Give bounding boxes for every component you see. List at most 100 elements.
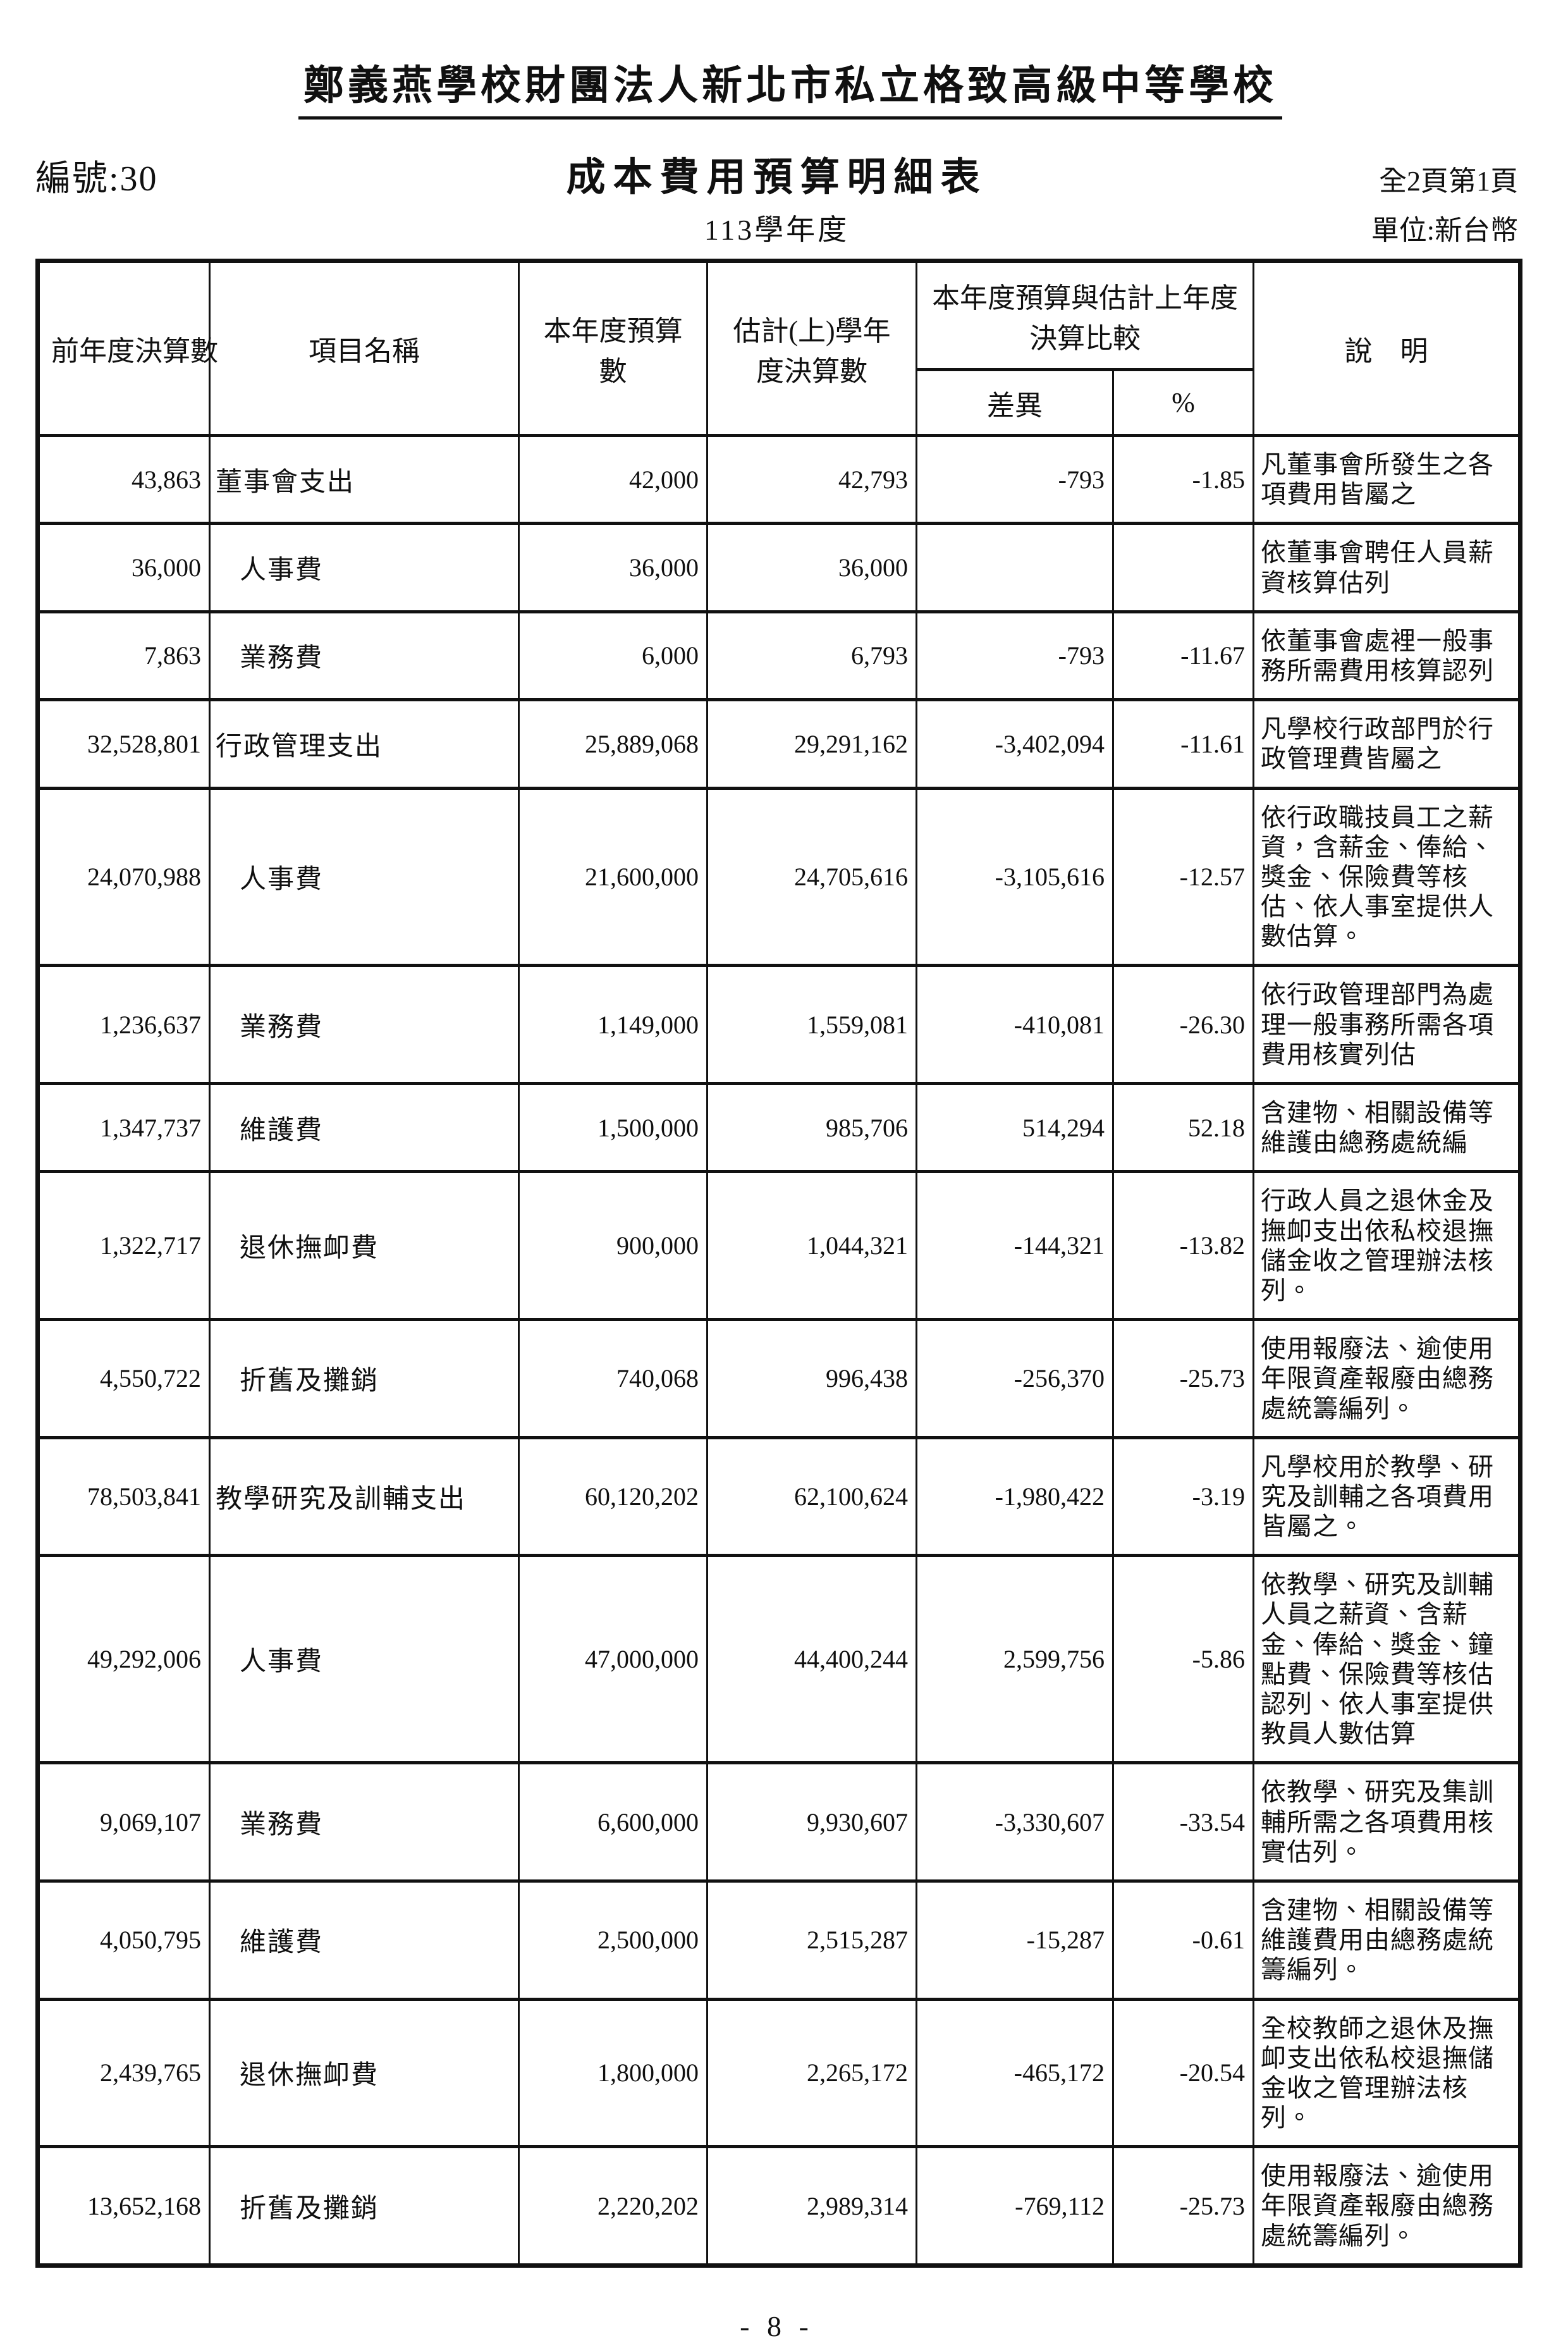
table-body: 43,863 董事會支出 42,000 42,793 -793 -1.85 凡董…	[37, 433, 1521, 2267]
difference-value: -793	[916, 433, 1114, 526]
difference-value: -256,370	[916, 1318, 1114, 1439]
percent-value: -1.85	[1112, 433, 1254, 526]
percent-value: -20.54	[1112, 1997, 1254, 2149]
header-line-2: 編號:30 成本費用預算明細表 全2頁第1頁	[35, 145, 1518, 202]
col-header-current-budget: 本年度預算數	[518, 259, 708, 437]
percent-value	[1112, 522, 1254, 613]
note-text: 凡董事會所發生之各項費用皆屬之	[1253, 433, 1521, 526]
difference-value: -1,980,422	[916, 1436, 1114, 1558]
header-row-sub: 差異 %	[38, 368, 1521, 437]
estimate-value: 24,705,616	[706, 786, 917, 968]
table-header: 前年度決算數 項目名稱 本年度預算數 估計(上)學年度決算數 本年度預算與估計上…	[37, 259, 1521, 437]
note-text: 依行政管理部門為處理一般事務所需各項費用核實列估	[1253, 964, 1521, 1085]
prev-year-value: 9,069,107	[37, 1761, 211, 1883]
note-text: 依教學、研究及訓輔人員之薪資、含薪金、俸給、獎金、鐘點費、保險費等核估認列、依人…	[1253, 1554, 1521, 1765]
percent-value: -26.30	[1112, 964, 1254, 1085]
current-budget-value: 42,000	[518, 433, 708, 526]
col-header-estimate: 估計(上)學年度決算數	[706, 259, 917, 437]
note-text: 全校教師之退休及撫卹支出依私校退撫儲金收之管理辦法核列。	[1253, 1997, 1521, 2149]
difference-value: -465,172	[916, 1997, 1114, 2149]
item-name: 董事會支出	[209, 433, 520, 526]
prev-year-value: 2,439,765	[37, 1997, 211, 2149]
estimate-value: 36,000	[706, 522, 917, 613]
school-name: 鄭義燕學校財團法人新北市私立格致高級中等學校	[298, 53, 1282, 120]
estimate-value: 2,265,172	[706, 1997, 917, 2149]
note-text: 使用報廢法、逾使用年限資產報廢由總務處統籌編列。	[1253, 2145, 1521, 2267]
prev-year-value: 1,322,717	[37, 1170, 211, 1322]
table-row: 24,070,988 人事費 21,600,000 24,705,616 -3,…	[37, 786, 1521, 968]
item-name: 維護費	[209, 1879, 520, 2001]
col-header-note: 說 明	[1253, 259, 1521, 437]
item-name: 退休撫卹費	[209, 1997, 520, 2149]
prev-year-value: 1,236,637	[37, 964, 211, 1085]
percent-value: -0.61	[1112, 1879, 1254, 2001]
note-text: 凡學校用於教學、研究及訓輔之各項費用皆屬之。	[1253, 1436, 1521, 1558]
current-budget-value: 900,000	[518, 1170, 708, 1322]
item-name: 人事費	[209, 786, 520, 968]
estimate-value: 1,559,081	[706, 964, 917, 1085]
header-row-main: 前年度決算數 項目名稱 本年度預算數 估計(上)學年度決算數 本年度預算與估計上…	[37, 259, 1521, 437]
budget-table: 前年度決算數 項目名稱 本年度預算數 估計(上)學年度決算數 本年度預算與估計上…	[35, 259, 1522, 2268]
note-text: 凡學校行政部門於行政管理費皆屬之	[1253, 698, 1521, 790]
prev-year-value: 32,528,801	[37, 698, 211, 790]
table-row: 1,322,717 退休撫卹費 900,000 1,044,321 -144,3…	[37, 1170, 1521, 1322]
difference-value: -144,321	[916, 1170, 1114, 1322]
current-budget-value: 36,000	[518, 522, 708, 613]
current-budget-value: 2,220,202	[518, 2145, 708, 2267]
prev-year-value: 78,503,841	[37, 1436, 211, 1558]
item-name: 教學研究及訓輔支出	[209, 1436, 520, 1558]
col-header-percent: %	[1112, 368, 1254, 437]
prev-year-value: 36,000	[37, 522, 211, 613]
note-text: 含建物、相關設備等維護由總務處統編	[1253, 1081, 1521, 1174]
percent-value: -11.61	[1112, 698, 1254, 790]
current-budget-value: 2,500,000	[518, 1879, 708, 2001]
page-number: - 8 -	[740, 2309, 814, 2342]
item-name: 折舊及攤銷	[209, 2145, 520, 2267]
estimate-value: 29,291,162	[706, 698, 917, 790]
difference-value	[916, 522, 1114, 613]
note-text: 行政人員之退休金及撫卹支出依私校退撫儲金收之管理辦法核列。	[1253, 1170, 1521, 1322]
item-name: 業務費	[209, 610, 520, 702]
note-text: 依董事會聘任人員薪資核算估列	[1253, 522, 1521, 613]
prev-year-value: 1,347,737	[37, 1081, 211, 1174]
item-name: 行政管理支出	[209, 698, 520, 790]
prev-year-value: 49,292,006	[37, 1554, 211, 1765]
col-header-comparison: 本年度預算與估計上年度決算比較	[916, 259, 1254, 371]
estimate-value: 2,989,314	[706, 2145, 917, 2267]
table-row: 13,652,168 折舊及攤銷 2,220,202 2,989,314 -76…	[37, 2145, 1521, 2267]
estimate-value: 985,706	[706, 1081, 917, 1174]
current-budget-value: 47,000,000	[518, 1554, 708, 1765]
percent-value: -3.19	[1112, 1436, 1254, 1558]
prev-year-value: 4,050,795	[37, 1879, 211, 2001]
table-row: 2,439,765 退休撫卹費 1,800,000 2,265,172 -465…	[37, 1997, 1521, 2149]
difference-value: -15,287	[916, 1879, 1114, 2001]
note-text: 依教學、研究及集訓輔所需之各項費用核實估列。	[1253, 1761, 1521, 1883]
prev-year-value: 24,070,988	[37, 786, 211, 968]
difference-value: -793	[916, 610, 1114, 702]
header-line-3: 113學年度 單位:新台幣	[35, 207, 1518, 249]
current-budget-value: 1,800,000	[518, 1997, 708, 2149]
table-row: 36,000 人事費 36,000 36,000 依董事會聘任人員薪資核算估列	[37, 522, 1521, 613]
difference-value: -3,105,616	[916, 786, 1114, 968]
difference-value: -769,112	[916, 2145, 1114, 2267]
current-budget-value: 6,000	[518, 610, 708, 702]
estimate-value: 62,100,624	[706, 1436, 917, 1558]
current-budget-value: 6,600,000	[518, 1761, 708, 1883]
table-row: 1,236,637 業務費 1,149,000 1,559,081 -410,0…	[37, 964, 1521, 1085]
note-text: 使用報廢法、逾使用年限資產報廢由總務處統籌編列。	[1253, 1318, 1521, 1439]
prev-year-value: 43,863	[37, 433, 211, 526]
estimate-value: 6,793	[706, 610, 917, 702]
table-row: 9,069,107 業務費 6,600,000 9,930,607 -3,330…	[37, 1761, 1521, 1883]
percent-value: -25.73	[1112, 2145, 1254, 2267]
current-budget-value: 1,500,000	[518, 1081, 708, 1174]
difference-value: -3,330,607	[916, 1761, 1114, 1883]
item-name: 退休撫卹費	[209, 1170, 520, 1322]
estimate-value: 1,044,321	[706, 1170, 917, 1322]
percent-value: -11.67	[1112, 610, 1254, 702]
estimate-value: 9,930,607	[706, 1761, 917, 1883]
current-budget-value: 25,889,068	[518, 698, 708, 790]
current-budget-value: 60,120,202	[518, 1436, 708, 1558]
table-row: 1,347,737 維護費 1,500,000 985,706 514,294 …	[37, 1081, 1521, 1174]
note-text: 含建物、相關設備等維護費用由總務處統籌編列。	[1253, 1879, 1521, 2001]
